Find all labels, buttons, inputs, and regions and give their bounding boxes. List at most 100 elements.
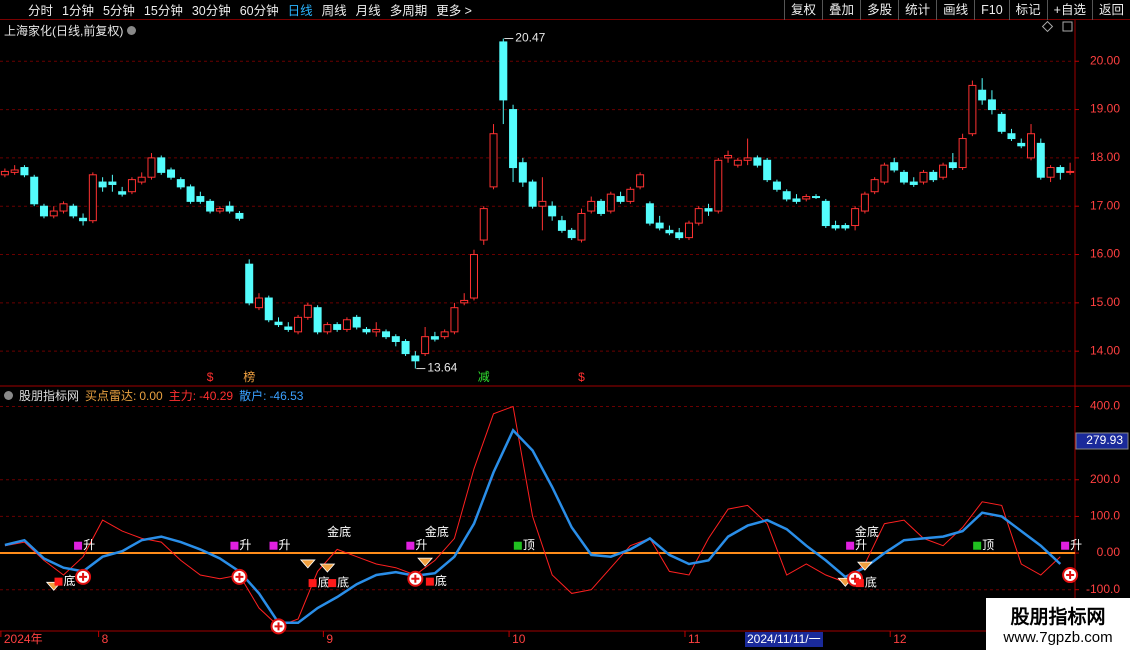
tool-button[interactable]: +自选 [1046,0,1092,20]
diamond-icon [857,561,873,571]
y-tick-label: 19.00 [1090,102,1120,116]
signal-label: 金底 [855,524,879,539]
candle-body [548,205,557,217]
period-tab[interactable]: 多周期 [389,4,428,18]
signal-box [513,541,522,550]
candle-body [919,171,928,183]
candle-body [714,159,723,212]
y-tick-label: 400.0 [1090,399,1120,413]
cursor-value: 279.93 [1086,433,1123,447]
period-tab[interactable]: 15分钟 [143,4,183,18]
candle-body [20,167,29,176]
candle-body [430,336,439,340]
candle-body [724,154,733,159]
candle-body [352,316,361,328]
buy-icon-cross [274,622,283,631]
y-tick-label: 16.00 [1090,247,1120,261]
candle-body [1046,167,1055,178]
period-tab[interactable]: 月线 [355,4,381,18]
candle-body [225,205,234,212]
period-tab[interactable]: 1分钟 [62,4,94,18]
candle-body [597,200,606,214]
readout-name: 散户: [239,389,267,403]
y-tick-label: 18.00 [1090,150,1120,164]
indicator-header: 股朋指标网 买点雷达: 0.00 主力: -40.29 散户: -46.53 [4,387,303,404]
candle-body [567,229,576,239]
period-tab[interactable]: 更多 > [436,4,472,18]
candle-body [98,181,107,188]
candle-body [939,164,948,178]
tool-button[interactable]: 复权 [784,0,822,20]
candle-body [812,196,821,199]
candle-body [391,336,400,343]
candle-body [899,171,908,183]
indicator-line [4,405,1061,627]
candle-body [274,321,283,326]
signal-label: 升 [415,538,427,552]
y-tick-label: 20.00 [1090,53,1120,67]
candle-body [968,84,977,135]
candle-body [665,229,674,234]
period-tab[interactable]: 30分钟 [191,4,231,18]
candle-body [342,319,351,330]
candle-body [421,336,430,355]
readout-name: 买点雷达: [85,389,137,403]
candle-body [792,198,801,202]
candle-body [772,181,781,190]
tool-button[interactable]: 叠加 [822,0,860,20]
dropdown-icon[interactable] [127,26,137,35]
tool-button[interactable]: 统计 [898,0,936,20]
main-header: 上海家化(日线,前复权) [4,22,137,39]
candle-body [753,157,762,166]
candle-body [176,179,185,188]
candle-body [909,181,918,185]
signal-label: 金底 [425,524,449,539]
candle-body [616,196,625,202]
watermark: 股朋指标网 www.7gpzb.com [986,598,1130,650]
candle-body [763,159,772,181]
diamond-icon [319,563,336,573]
tool-button[interactable]: 多股 [860,0,898,20]
candle-body [49,210,58,217]
x-tick-label: 9 [326,632,333,646]
signal-box [269,541,278,550]
candle-body [479,208,488,241]
period-tab[interactable]: 分时 [28,4,54,18]
candle-body [245,263,254,304]
candle-body [978,89,987,101]
candle-body [118,191,127,195]
period-tab[interactable]: 周线 [321,4,347,18]
candle-body [147,157,156,178]
readout-value: -46.53 [269,388,304,403]
candle-body [499,41,508,101]
signal-box [328,579,337,588]
candle-body [587,200,596,212]
period-tab[interactable]: 60分钟 [239,4,279,18]
tool-button[interactable]: 画线 [936,0,974,20]
candle-body [1027,133,1036,159]
dropdown-icon[interactable] [4,391,13,400]
readout-name: 主力: [168,389,197,403]
tool-button[interactable]: F10 [974,0,1009,20]
diamond-icon [299,559,316,569]
signal-box [230,541,239,550]
candle-body [645,203,654,224]
candle-body [606,193,615,212]
period-tab[interactable]: 日线 [287,4,313,18]
candle-body [333,324,342,330]
period-tab[interactable]: 5分钟 [102,4,135,18]
candle-body [137,176,146,183]
event-marker: 榜 [243,369,255,384]
signal-box [855,579,864,588]
tool-button[interactable]: 标记 [1008,0,1047,20]
period-tabs: 分时 1分钟 5分钟 15分钟 30分钟 60分钟 日线 周线 月线 多周期 更多 > [0,0,472,19]
x-tick-label: 10 [512,632,526,646]
tool-button[interactable]: 返回 [1091,0,1130,20]
candle-body [1017,142,1026,147]
signal-label: 底 [64,573,76,588]
candle-body [284,326,293,330]
watermark-name: 股朋指标网 [1010,607,1106,628]
signal-label: 金底 [327,524,351,539]
signal-label: 升 [83,538,95,552]
